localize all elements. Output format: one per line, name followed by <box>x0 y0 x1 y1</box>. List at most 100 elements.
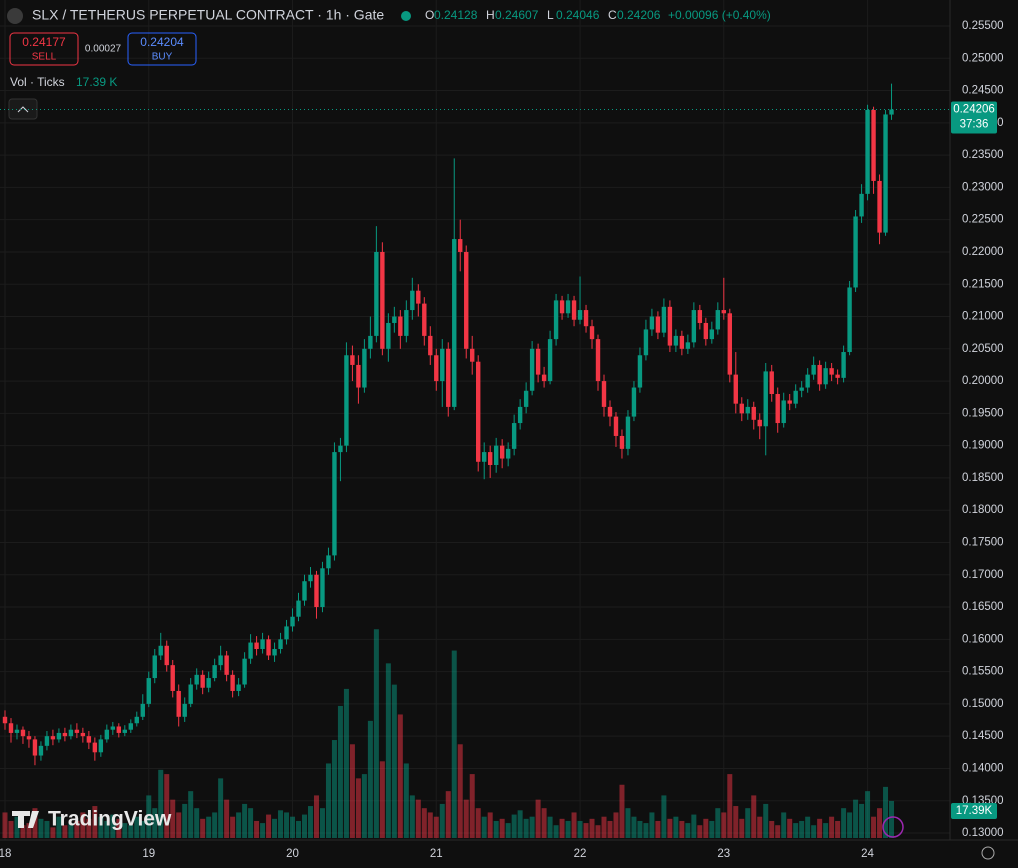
y-tick-label: 0.14500 <box>962 730 1004 742</box>
volume-bar <box>649 812 655 838</box>
y-tick-label: 0.20000 <box>962 375 1004 387</box>
volume-bar <box>26 823 32 838</box>
candle-body <box>805 374 810 388</box>
collapse-button[interactable] <box>8 98 38 120</box>
volume-bar <box>751 795 757 838</box>
candle-body <box>398 316 403 336</box>
candle-body <box>476 361 481 462</box>
candle-body <box>721 310 726 314</box>
spread: 0.00027 <box>85 44 122 55</box>
candle-body <box>464 251 469 349</box>
candle-body <box>410 290 415 311</box>
volume-bar <box>679 820 685 838</box>
volume-bar <box>691 814 697 838</box>
candle-body <box>470 348 475 362</box>
candle-body <box>523 390 529 407</box>
volume-bar <box>110 814 116 838</box>
candle-body <box>320 568 325 608</box>
ohlc-value: 0.24206 <box>617 8 661 22</box>
volume-bar <box>859 803 865 838</box>
candle-body <box>440 348 445 382</box>
volume-bar <box>697 825 703 838</box>
volume-bar <box>883 786 889 838</box>
candle-body <box>68 729 74 737</box>
volume-bar <box>763 803 769 838</box>
buy-button[interactable] <box>127 32 197 66</box>
candle-body <box>182 703 187 717</box>
volume-bar <box>397 714 403 838</box>
collapse-icon[interactable] <box>17 106 29 113</box>
candle-body <box>817 364 822 385</box>
volume-bar <box>877 808 883 838</box>
x-tick-label: 20 <box>286 848 299 860</box>
candle-body <box>685 342 691 349</box>
volume-bar <box>2 812 8 838</box>
candle-body <box>517 406 523 424</box>
volume-bar <box>775 825 781 838</box>
volume-bar <box>523 818 529 838</box>
volume-bar <box>853 799 859 838</box>
candle-body <box>631 387 637 417</box>
candle-body <box>38 745 44 756</box>
buy-label[interactable]: BUY <box>152 52 173 63</box>
buy-price[interactable]: 0.24204 <box>140 35 184 49</box>
volume-bar <box>793 823 799 838</box>
candle-body <box>380 251 385 349</box>
candle-body <box>32 739 38 756</box>
volume-bar <box>146 795 152 838</box>
volume-bar <box>32 808 38 838</box>
volume-bar <box>116 818 122 838</box>
alert-icon[interactable] <box>882 816 904 838</box>
volume-bar <box>673 816 679 838</box>
volume-bar <box>385 663 391 838</box>
candle-body <box>482 452 487 462</box>
ohlc-legend: O 0.24128 H 0.24607 L 0.24046 C 0.24206 <box>425 8 661 22</box>
candle-body <box>116 726 122 733</box>
volume-bar <box>307 806 313 838</box>
volume-bar <box>721 812 727 838</box>
y-tick-label: 0.25000 <box>962 52 1004 64</box>
sell-price[interactable]: 0.24177 <box>22 35 66 49</box>
volume-bar <box>607 820 613 838</box>
candle-body <box>853 216 858 288</box>
sell-button[interactable] <box>9 32 79 66</box>
candle-body <box>823 368 828 385</box>
candle-body <box>230 674 235 691</box>
candle-body <box>92 742 98 753</box>
volume-bar <box>589 818 595 838</box>
candle-body <box>14 729 20 733</box>
last-price-label: 0.24206 <box>953 104 995 116</box>
candle-body <box>847 287 852 353</box>
volume-bar <box>290 816 296 838</box>
candle-body <box>194 674 199 685</box>
candle-body <box>571 300 577 320</box>
candle-body <box>577 310 583 320</box>
volume-bar <box>619 784 625 838</box>
candle-body <box>404 310 409 336</box>
volume-bar <box>337 705 343 838</box>
volume-bar <box>194 808 200 838</box>
candle-body <box>595 339 601 382</box>
volume-bar <box>769 820 775 838</box>
sell-label[interactable]: SELL <box>32 52 57 63</box>
candle-body <box>128 723 133 730</box>
volume-bar <box>403 763 409 838</box>
volume-bar <box>469 774 475 838</box>
volume-bar <box>475 808 481 838</box>
volume-bar <box>547 816 553 838</box>
volume-bar <box>68 823 74 838</box>
volume-bar <box>248 808 254 838</box>
volume-bar <box>373 629 379 838</box>
last-price-box <box>951 101 997 134</box>
candle-body <box>326 555 331 569</box>
candle-body <box>619 435 625 449</box>
candle-body <box>841 352 846 378</box>
volume-bar <box>805 816 811 838</box>
y-tick-label: 0.18000 <box>962 504 1004 516</box>
volume-bar <box>715 808 721 838</box>
candle-body <box>422 303 427 336</box>
volume-bar <box>44 820 50 838</box>
candle-body <box>338 445 343 453</box>
settings-icon[interactable] <box>981 846 995 860</box>
volume-bar <box>242 803 248 838</box>
